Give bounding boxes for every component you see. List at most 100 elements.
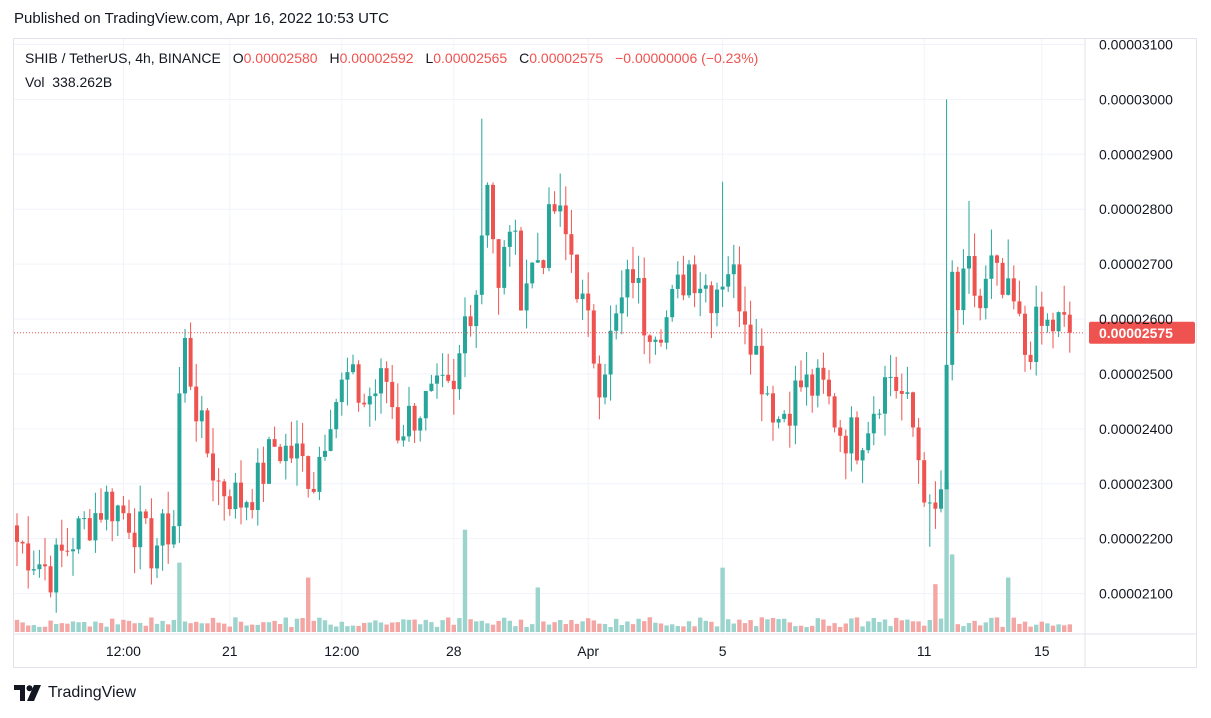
candle-body [211, 453, 215, 481]
volume-bar [98, 623, 104, 632]
volume-bar [502, 617, 507, 632]
volume-bar [250, 624, 255, 632]
volume-bar [1022, 621, 1028, 632]
volume-bar [530, 624, 535, 632]
candle-body [916, 427, 921, 461]
volume-bar [821, 619, 826, 632]
candle-body [636, 277, 641, 283]
volume-bar [619, 624, 624, 632]
volume-bar [406, 619, 412, 632]
volume-bar [1028, 626, 1033, 632]
candle-body [524, 283, 529, 311]
candle-body [989, 255, 994, 279]
volume-bar [334, 626, 339, 632]
candle-body [535, 260, 540, 263]
footer-brand[interactable]: TradingView [48, 684, 137, 701]
volume-bar [765, 619, 770, 632]
volume-bar [143, 625, 148, 632]
volume-bar [479, 620, 484, 632]
candle-body [1028, 354, 1033, 362]
volume-bar [182, 621, 188, 632]
volume-bar [328, 624, 333, 632]
volume-bar [82, 622, 87, 632]
candle-body [631, 269, 635, 283]
tradingview-logo-icon[interactable] [14, 685, 42, 701]
candle-body [323, 450, 327, 457]
time-tick-label: 12:00 [324, 643, 359, 659]
candle-body [15, 525, 19, 542]
candle-body [138, 511, 143, 548]
candle-body [698, 288, 703, 294]
volume-bar [289, 627, 294, 632]
candle-body [955, 271, 960, 311]
candle-body [451, 380, 456, 390]
volume-bar [966, 623, 972, 632]
candle-body [26, 543, 31, 571]
volume-bar [210, 617, 216, 632]
volume-bar [20, 622, 25, 632]
volume-bar [849, 618, 854, 632]
volume-bar [278, 624, 283, 632]
candle-body [619, 297, 624, 314]
volume-bar [664, 625, 669, 632]
volume-bar [681, 626, 686, 632]
ohlc-legend: SHIB / TetherUS, 4h, BINANCE O0.00002580… [25, 50, 758, 66]
candle-body [289, 445, 294, 459]
candle-body [418, 418, 423, 431]
candle-body [922, 460, 927, 503]
published-caption: Published on TradingView.com, Apr 16, 20… [14, 10, 389, 27]
volume-bar [513, 626, 518, 632]
volume-bar [614, 618, 619, 632]
volume-bar [563, 624, 568, 632]
volume-bar [205, 623, 210, 632]
close-value: 0.00002575 [529, 50, 604, 66]
volume-bar [70, 621, 76, 632]
candle-body [82, 518, 87, 520]
volume-bar [888, 626, 893, 632]
close-label: C [519, 50, 530, 66]
volume-bar [569, 620, 574, 632]
volume-bar [978, 625, 983, 632]
volume-bar [922, 625, 927, 632]
candle-body [367, 396, 372, 405]
candle-body [1011, 278, 1016, 302]
volume-bar [345, 626, 350, 632]
volume-bar [468, 619, 473, 632]
volume-bar [154, 623, 160, 632]
volume-bar [815, 618, 820, 632]
candle-body [149, 518, 154, 569]
volume-bar [541, 621, 546, 632]
current-price-tag [1089, 321, 1195, 344]
volume-legend: Vol 338.262B [25, 74, 112, 90]
candle-body [692, 264, 697, 294]
candle-body [843, 435, 848, 454]
candle-body [76, 518, 81, 550]
candle-body [222, 481, 227, 497]
candle-body [748, 324, 753, 355]
candle-body [950, 271, 955, 365]
candle-body [255, 462, 260, 511]
candle-body [93, 513, 98, 541]
candle-body [591, 310, 596, 364]
candle-body [379, 368, 383, 394]
price-tick-label: 0.00003000 [1099, 91, 1173, 107]
volume-bar [104, 626, 109, 632]
candle-body [440, 374, 445, 376]
candle-body [855, 417, 859, 461]
time-axis: 12:00 21 12:00 28 Apr 5 11 15 [14, 633, 1196, 659]
volume-label: Vol [25, 74, 45, 90]
candle-body [216, 480, 221, 482]
candle-body [653, 339, 658, 342]
volume-bar [955, 624, 960, 632]
volume-bar [266, 622, 272, 632]
volume-bar [866, 621, 871, 632]
volume-bar [574, 623, 580, 632]
volume-bar [485, 623, 490, 632]
candle-body [754, 345, 759, 355]
symbol-label[interactable]: SHIB / TetherUS, 4h, BINANCE [25, 50, 221, 66]
chart-frame[interactable] [13, 38, 1197, 668]
volume-bar [910, 621, 916, 632]
volume-bar [474, 621, 479, 632]
price-tick-label: 0.00002800 [1099, 201, 1173, 217]
